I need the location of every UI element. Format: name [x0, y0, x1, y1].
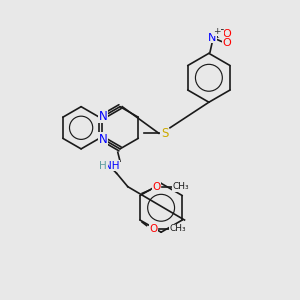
Text: O: O [222, 29, 231, 39]
Text: N: N [98, 110, 107, 123]
Text: CH₃: CH₃ [169, 224, 186, 233]
Text: -: - [219, 23, 223, 37]
Text: N: N [208, 33, 216, 43]
Text: NH: NH [104, 160, 120, 171]
Text: S: S [161, 127, 168, 140]
Text: O: O [149, 224, 158, 234]
Text: O: O [152, 182, 161, 192]
Text: +: + [213, 27, 220, 36]
Text: CH₃: CH₃ [173, 182, 189, 191]
Text: O: O [222, 38, 231, 48]
Text: N: N [98, 133, 107, 146]
Text: H: H [100, 160, 107, 171]
